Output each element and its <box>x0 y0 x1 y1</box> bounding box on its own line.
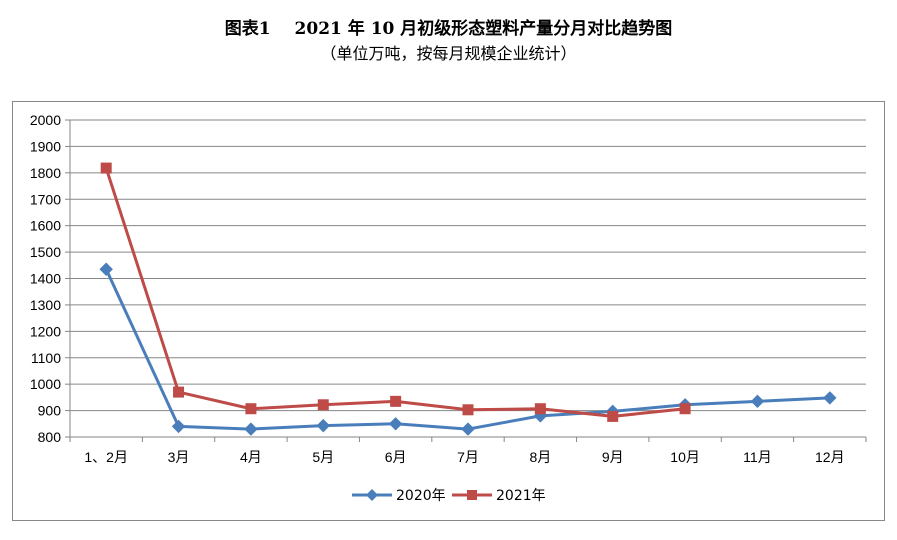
data-point <box>99 262 113 276</box>
data-point <box>173 386 185 398</box>
chart-title-main: 2021 年 10 月初级形态塑料产量分月对比趋势图 <box>294 19 673 39</box>
x-tick-label: 5月 <box>312 449 334 465</box>
x-tick-label: 12月 <box>815 449 845 465</box>
x-tick-label: 11月 <box>743 449 772 465</box>
data-point <box>388 417 403 431</box>
y-tick-label: 1200 <box>30 323 61 339</box>
chart-title: 图表1 2021 年 10 月初级形态塑料产量分月对比趋势图 <box>0 14 897 39</box>
y-tick-label: 1300 <box>30 297 61 313</box>
data-point <box>823 391 837 405</box>
y-tick-label: 1700 <box>30 191 61 207</box>
y-tick-label: 1600 <box>30 218 61 234</box>
data-point <box>245 403 257 415</box>
y-tick-label: 1800 <box>30 165 61 181</box>
data-point <box>100 162 112 174</box>
x-tick-label: 6月 <box>385 449 407 465</box>
data-point <box>534 403 546 415</box>
y-tick-label: 900 <box>38 403 62 419</box>
x-axis: 1、2月 3月 4月 5月 6月 7月 8月 9月 10月 11月 12月 <box>69 436 867 465</box>
y-tick-label: 1400 <box>30 271 61 287</box>
data-point <box>750 394 765 409</box>
data-point <box>461 422 475 436</box>
data-point <box>679 403 691 415</box>
chart-frame <box>12 101 885 521</box>
data-point <box>316 418 330 433</box>
legend-marker <box>467 490 477 500</box>
y-axis: 800 900 1000 1100 1200 1300 1400 1500 1600 1700 18… <box>30 112 71 445</box>
x-tick-label: 1、2月 <box>84 449 128 465</box>
x-tick-label: 3月 <box>168 449 190 465</box>
x-tick-label: 10月 <box>670 449 700 465</box>
y-tick-label: 800 <box>38 429 62 445</box>
legend-label: 2020年 <box>396 488 446 504</box>
legend: 2020年 2021年 <box>352 488 546 504</box>
data-point <box>317 399 329 411</box>
y-tick-label: 1900 <box>30 138 61 154</box>
grid-lines <box>70 119 866 412</box>
x-tick-label: 7月 <box>457 449 479 465</box>
chart-title-label: 图表1 <box>224 19 271 39</box>
y-tick-label: 1500 <box>30 244 61 260</box>
legend-marker <box>366 489 378 501</box>
data-point <box>390 395 402 407</box>
y-tick-label: 1000 <box>30 376 61 392</box>
x-tick-label: 8月 <box>529 449 551 465</box>
series-line-2021年 <box>104 167 686 418</box>
data-point <box>171 419 186 434</box>
chart-subtitle: （单位万吨，按每月规模企业统计） <box>320 44 577 63</box>
data-point <box>244 422 258 436</box>
data-point <box>462 404 474 416</box>
x-tick-label: 4月 <box>240 449 262 465</box>
legend-label: 2021年 <box>496 488 546 504</box>
x-tick-label: 9月 <box>602 449 624 465</box>
data-point <box>607 410 619 422</box>
series-group <box>99 162 837 436</box>
y-tick-label: 2000 <box>30 112 61 128</box>
y-tick-label: 1100 <box>31 350 61 366</box>
